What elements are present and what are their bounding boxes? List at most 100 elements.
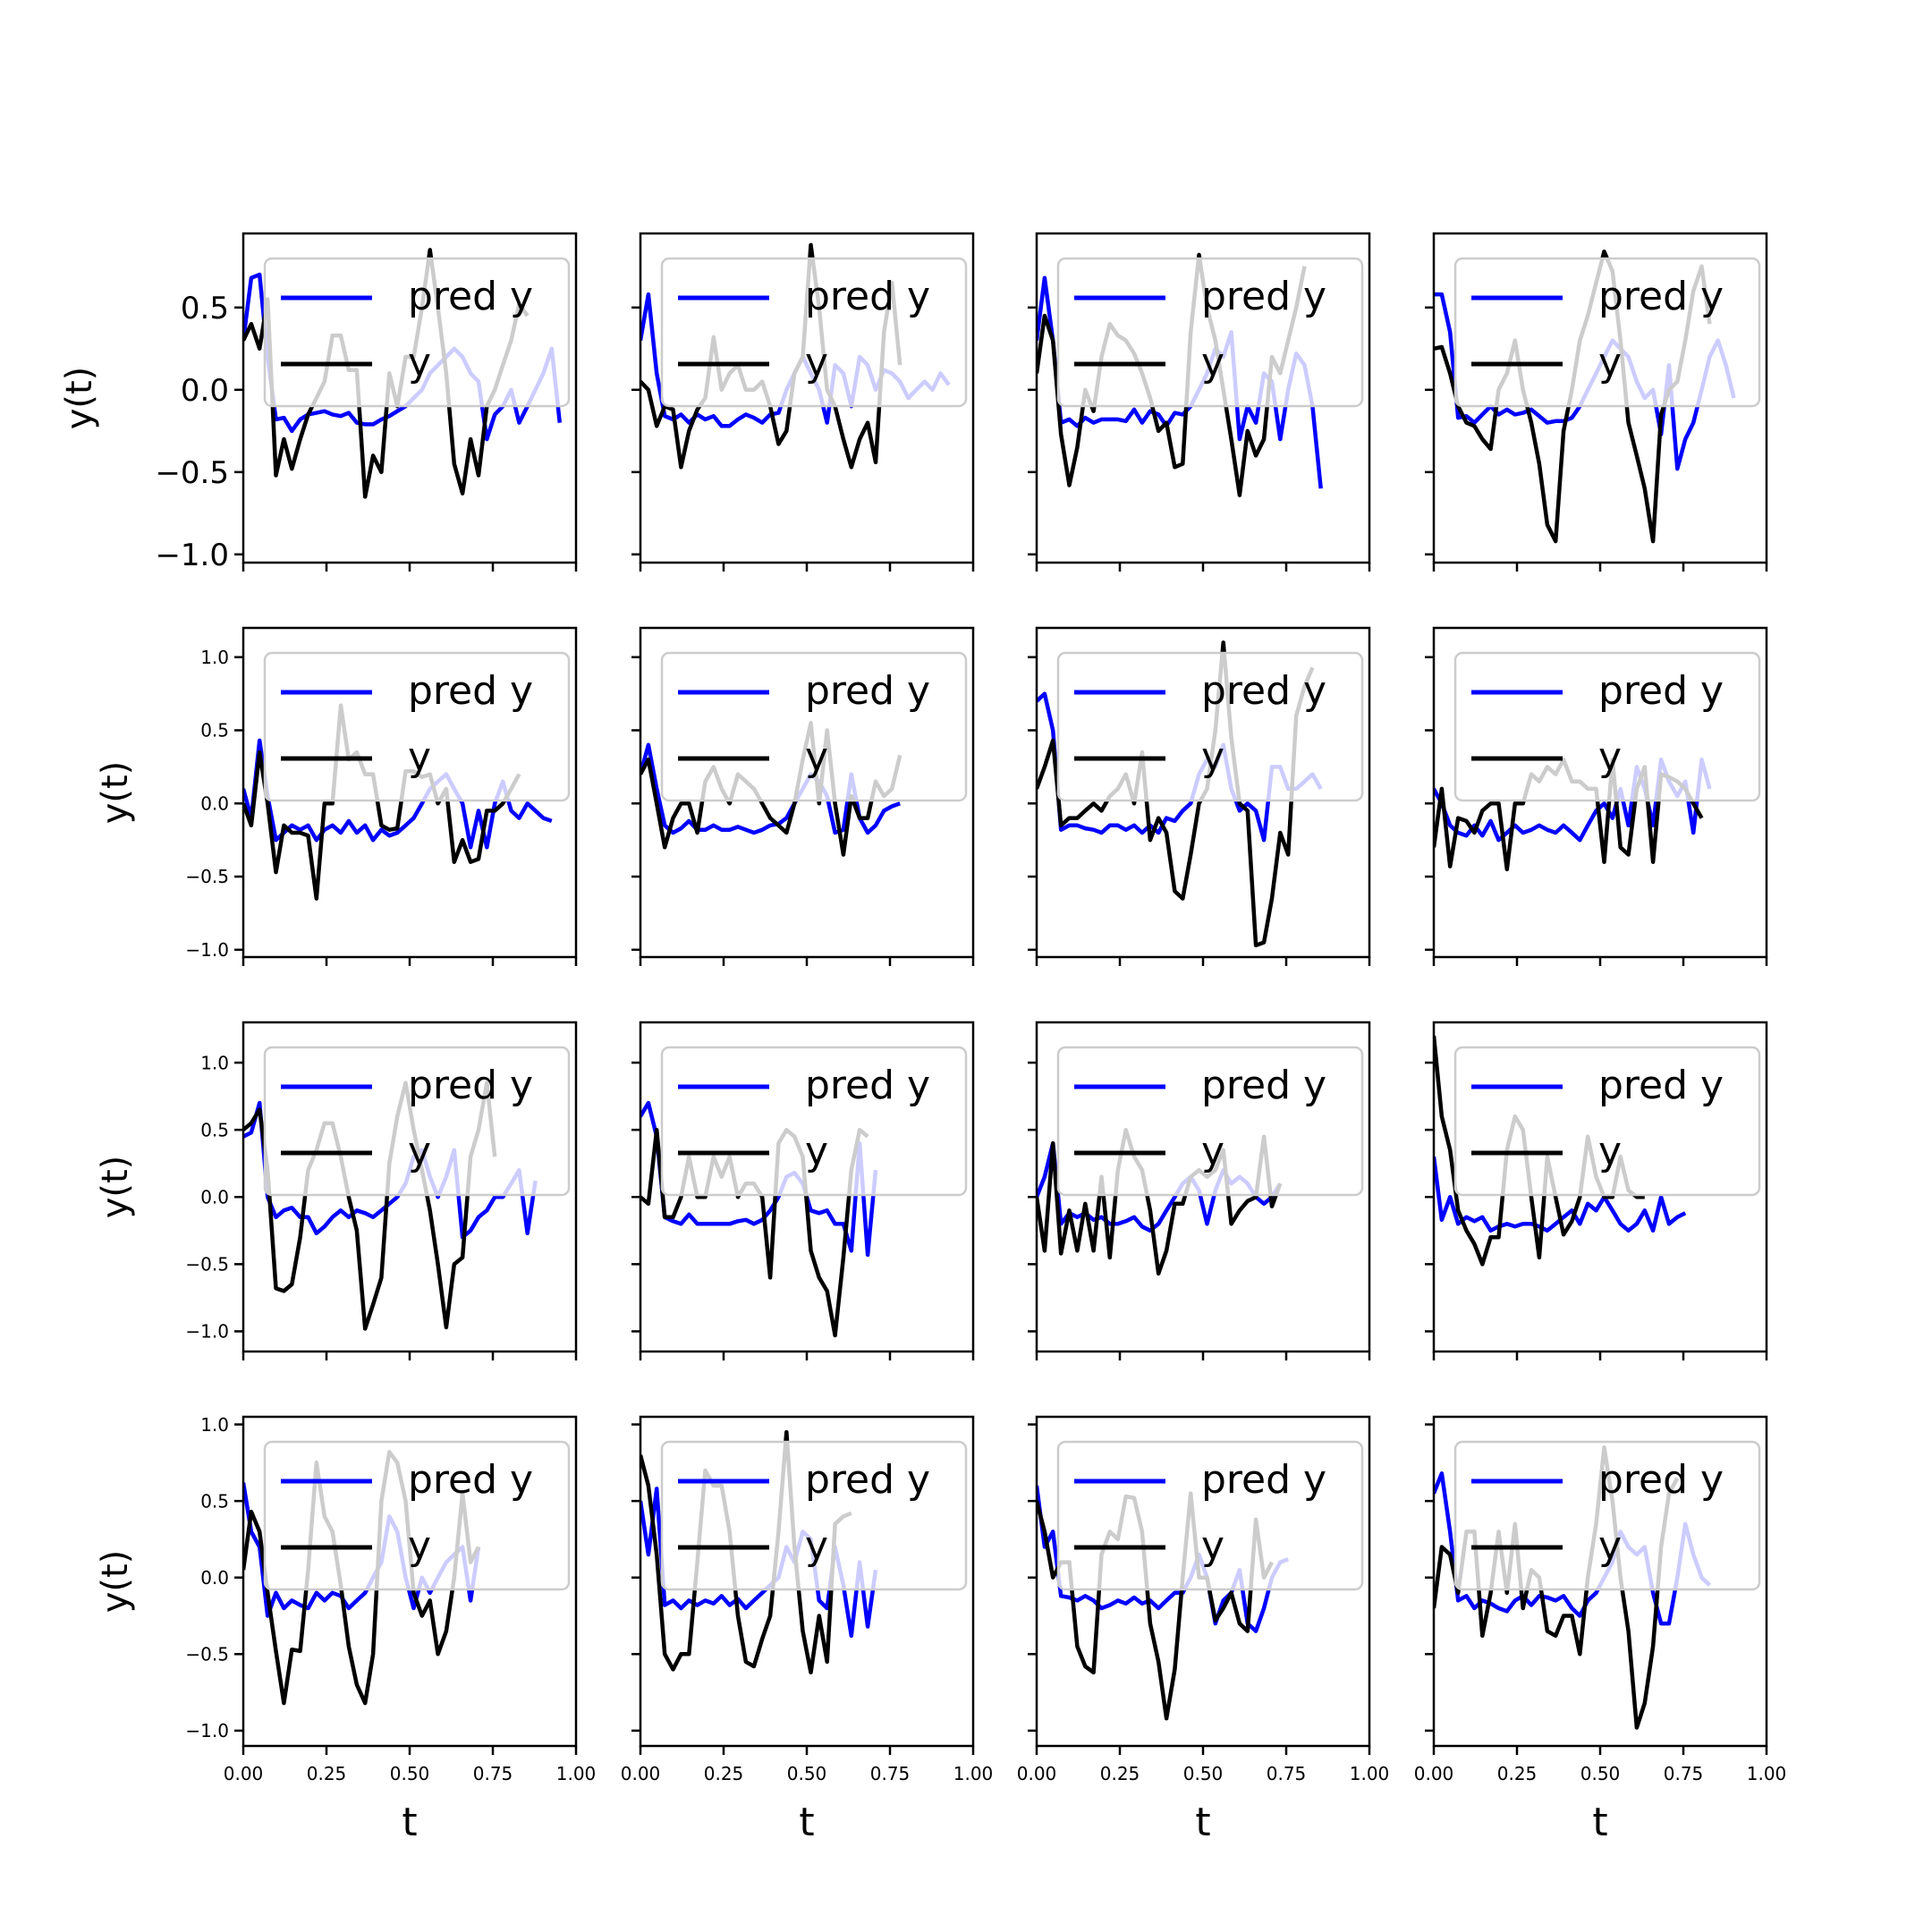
legend-pred-label: pred y bbox=[1201, 1457, 1326, 1503]
series-y bbox=[1037, 640, 1315, 948]
legend-box bbox=[263, 651, 571, 802]
x-tick-label: 0.75 bbox=[1664, 1763, 1704, 1784]
legend: pred y y bbox=[263, 1046, 571, 1197]
legend-box bbox=[1453, 1046, 1761, 1197]
legend-pred-label: pred y bbox=[1598, 1063, 1724, 1108]
x-tick-label: 0.25 bbox=[1497, 1763, 1538, 1784]
subplot-r4-c4: 0.00 0.25 0.50 0.75 1.00 t pred y y bbox=[1414, 1415, 1786, 1845]
y-tick-label: 1.0 bbox=[200, 1052, 229, 1073]
series-y bbox=[243, 1080, 497, 1331]
x-tick-label: 0.50 bbox=[1183, 1763, 1224, 1784]
y-tick-label: −1.0 bbox=[155, 538, 229, 573]
legend-y-label: y bbox=[1201, 734, 1224, 780]
x-tick-label: 0.25 bbox=[307, 1763, 347, 1784]
legend-pred-label: pred y bbox=[1201, 668, 1326, 714]
subplot-r3-c2: pred y y bbox=[631, 1021, 975, 1360]
x-axis-label: t bbox=[402, 1800, 417, 1845]
subplot-r2-c4: pred y y bbox=[1425, 626, 1768, 966]
y-tick-label: −0.5 bbox=[185, 1254, 229, 1275]
legend-y-label: y bbox=[805, 1523, 828, 1569]
subplot-r3-c3: pred y y bbox=[1028, 1021, 1371, 1360]
legend-y-label: y bbox=[1201, 1523, 1224, 1569]
legend-y-label: y bbox=[1201, 1129, 1224, 1174]
y-tick-label: 0.5 bbox=[181, 291, 229, 326]
legend: pred y y bbox=[263, 651, 571, 802]
y-tick-label: 1.0 bbox=[200, 647, 229, 668]
series-y bbox=[243, 1450, 480, 1706]
x-tick-label: 0.50 bbox=[390, 1763, 430, 1784]
y-axis-label: y(t) bbox=[59, 367, 100, 430]
legend: pred y y bbox=[660, 651, 968, 802]
legend: pred y y bbox=[263, 1440, 571, 1591]
legend-box bbox=[660, 1440, 968, 1591]
series-y bbox=[1434, 1035, 1645, 1267]
legend-y-label: y bbox=[1201, 340, 1224, 386]
x-tick-label: 1.00 bbox=[953, 1763, 994, 1784]
legend-box bbox=[1056, 1440, 1364, 1591]
x-tick-label: 0.00 bbox=[1017, 1763, 1057, 1784]
legend-y-label: y bbox=[805, 1129, 828, 1174]
legend: pred y y bbox=[1453, 257, 1761, 408]
legend-pred-label: pred y bbox=[1598, 668, 1724, 714]
legend-pred-label: pred y bbox=[805, 274, 930, 319]
legend-pred-label: pred y bbox=[408, 1063, 533, 1108]
series-pred-y bbox=[640, 1100, 878, 1258]
x-tick-label: 0.50 bbox=[1580, 1763, 1621, 1784]
series-y bbox=[1037, 252, 1307, 497]
legend: pred y y bbox=[1056, 257, 1364, 408]
subplot-r2-c3: pred y y bbox=[1028, 626, 1371, 966]
series-y bbox=[640, 721, 902, 857]
legend-box bbox=[1453, 257, 1761, 408]
series-y bbox=[640, 1429, 852, 1675]
legend: pred y y bbox=[1453, 1440, 1761, 1591]
plot-area bbox=[1434, 1035, 1687, 1267]
y-tick-label: 0.0 bbox=[200, 1567, 229, 1589]
x-axis-label: t bbox=[1592, 1800, 1607, 1845]
legend-box bbox=[660, 1046, 968, 1197]
x-tick-label: 0.00 bbox=[621, 1763, 661, 1784]
legend: pred y y bbox=[1453, 651, 1761, 802]
legend-pred-label: pred y bbox=[408, 668, 533, 714]
legend-y-label: y bbox=[408, 734, 431, 780]
x-axis-label: t bbox=[1195, 1800, 1210, 1845]
subplot-r4-c2: 0.00 0.25 0.50 0.75 1.00 t pred y y bbox=[621, 1415, 994, 1845]
series-pred-y bbox=[243, 1100, 538, 1240]
x-tick-label: 0.75 bbox=[870, 1763, 911, 1784]
legend-pred-label: pred y bbox=[408, 1457, 533, 1503]
legend-box bbox=[1453, 1440, 1761, 1591]
y-axis-label: y(t) bbox=[95, 761, 136, 825]
legend-pred-label: pred y bbox=[805, 1457, 930, 1503]
legend-y-label: y bbox=[408, 1129, 431, 1174]
legend: pred y y bbox=[1056, 1046, 1364, 1197]
subplot-r1-c1: 0.5 0.0 −0.5 −1.0 y(t) pred y y bbox=[59, 232, 578, 573]
legend-y-label: y bbox=[1598, 734, 1622, 780]
legend: pred y y bbox=[1453, 1046, 1761, 1197]
subplot-r1-c3: pred y y bbox=[1028, 232, 1371, 572]
legend-pred-label: pred y bbox=[805, 668, 930, 714]
series-pred-y bbox=[640, 742, 901, 835]
legend-box bbox=[660, 651, 968, 802]
legend-pred-label: pred y bbox=[805, 1063, 930, 1108]
legend-y-label: y bbox=[408, 1523, 431, 1569]
x-axis-label: t bbox=[799, 1800, 814, 1845]
plot-area bbox=[243, 1080, 538, 1331]
subplot-r4-c3: 0.00 0.25 0.50 0.75 1.00 t pred y y bbox=[1017, 1415, 1389, 1845]
legend: pred y y bbox=[660, 1440, 968, 1591]
legend-pred-label: pred y bbox=[1201, 274, 1326, 319]
legend-box bbox=[1056, 1046, 1364, 1197]
subplot-r3-c1: 1.0 0.5 0.0 −0.5 −1.0 y(t) pred y y bbox=[95, 1021, 578, 1360]
subplot-r4-c1: 1.0 0.5 0.0 −0.5 −1.0 0.00 0.25 0.50 0.75 1.00 y(t… bbox=[95, 1414, 596, 1845]
series-pred-y bbox=[1037, 1485, 1290, 1633]
subplot-r2-c2: pred y y bbox=[631, 626, 975, 966]
legend-box bbox=[263, 257, 571, 408]
legend-y-label: y bbox=[1598, 340, 1622, 386]
y-axis-label: y(t) bbox=[95, 1156, 136, 1219]
y-tick-label: 0.5 bbox=[200, 1490, 229, 1512]
plot-area bbox=[640, 721, 902, 857]
y-tick-label: 0.0 bbox=[200, 792, 229, 814]
y-tick-label: −1.0 bbox=[185, 939, 229, 961]
x-tick-label: 0.50 bbox=[787, 1763, 827, 1784]
legend: pred y y bbox=[660, 257, 968, 408]
